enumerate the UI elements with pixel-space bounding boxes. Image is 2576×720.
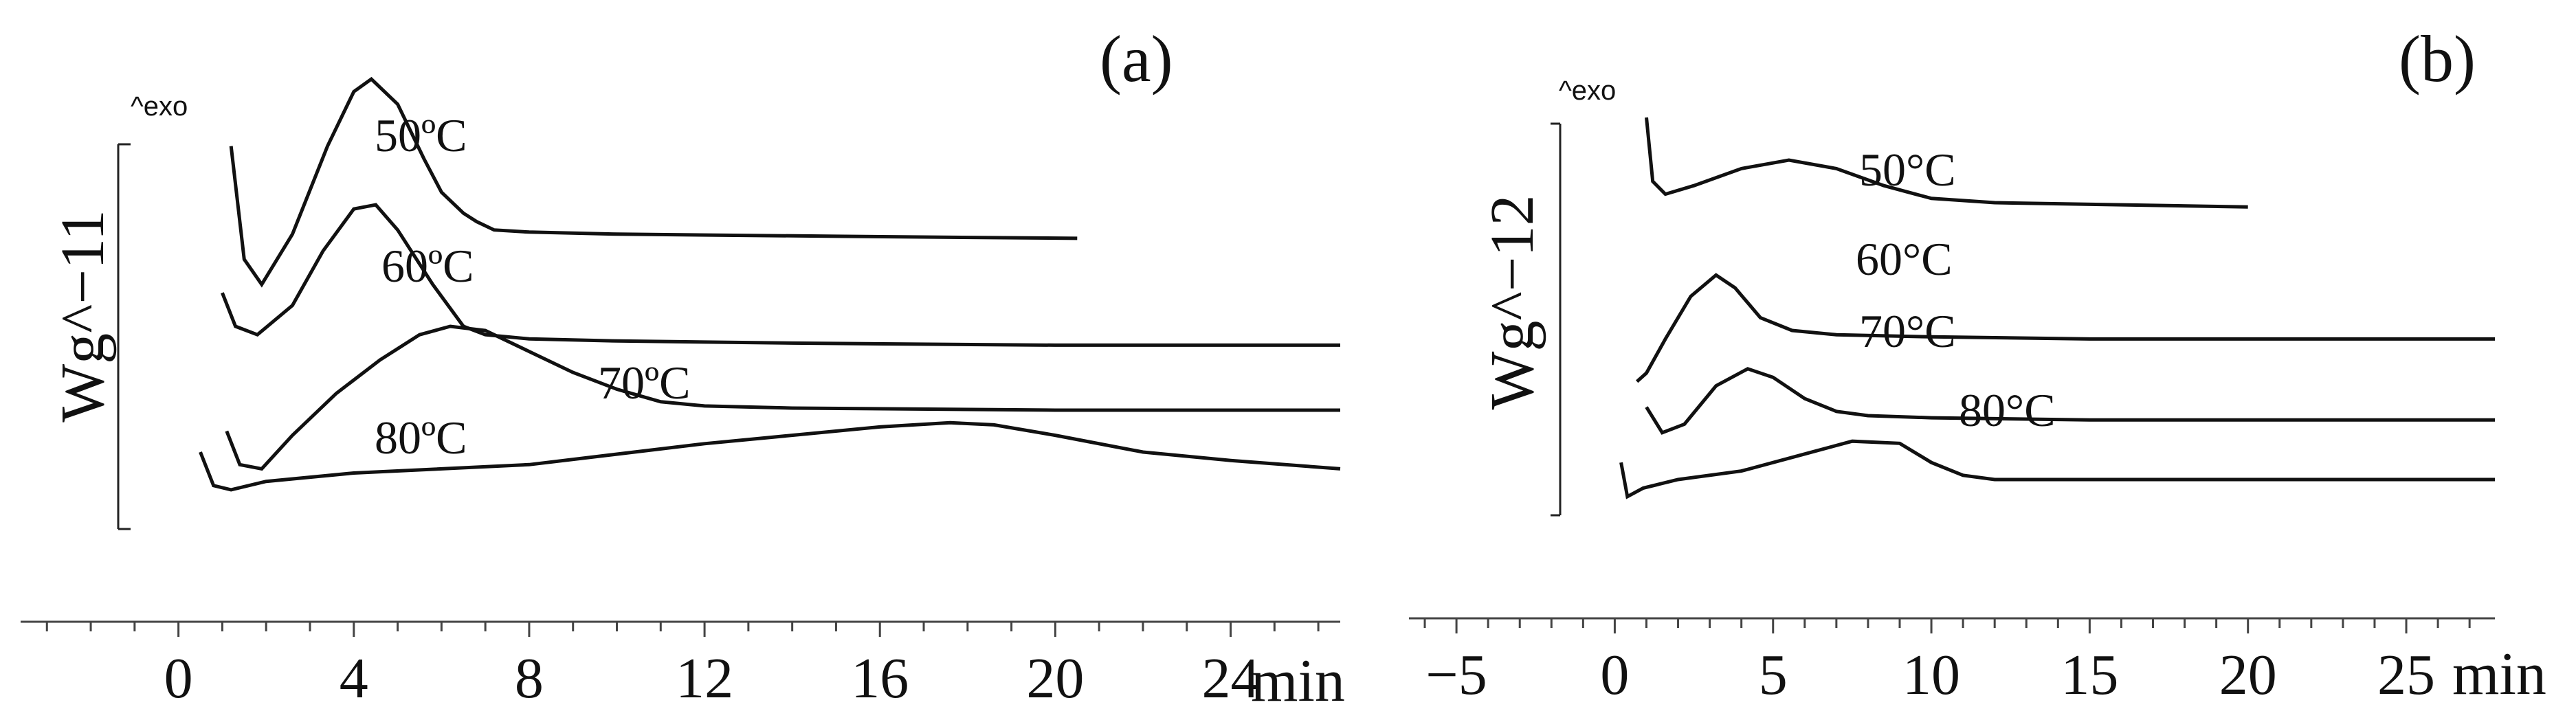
panel-b-label-80c: 80°C	[1959, 384, 2056, 436]
panel-a-x-ticks: 0 4 8 12 16 20 24	[45, 622, 1320, 710]
panel-b-curve-60c	[1636, 273, 2495, 383]
panel-b-x-axis: −5 0 5 10 15 20 25 min	[1409, 617, 2546, 708]
panel-a-tick-label: 24	[1202, 646, 1260, 710]
panel-b-tick-label: 20	[2219, 643, 2277, 707]
panel-a-label-60c: 60ºC	[381, 240, 474, 292]
panel-b-curve-70c	[1645, 367, 2495, 435]
panel-b-tick-label: 15	[2061, 643, 2118, 707]
panel-b-curve-80c	[1619, 439, 2495, 499]
panel-a-tick-label: 4	[340, 646, 368, 710]
panel-a-tick-label: 20	[1026, 646, 1084, 710]
panel-b-tick-label: 10	[1902, 643, 1960, 707]
panel-a-curve-80c	[199, 420, 1341, 492]
panel-b-x-ticks: −5 0 5 10 15 20 25	[1423, 618, 2471, 707]
panel-a: (a) ^exo Wg^−11 50ºC 60ºC 70ºC 80ºC 0 4 8 1…	[21, 22, 1345, 715]
panel-a-exo-label: ^exo	[131, 91, 188, 122]
panel-b-label-60c: 60°C	[1856, 233, 1953, 285]
panel-a-label-50c: 50ºC	[375, 109, 467, 161]
panel-a-label-80c: 80ºC	[375, 412, 467, 464]
panel-a-curve-50c	[229, 76, 1078, 288]
panel-b: (b) ^exo Wg^−12 50°C 60°C 70°C 80°C −5 0 5…	[1409, 22, 2546, 708]
panel-b-exo-label: ^exo	[1559, 76, 1616, 106]
panel-b-label-70c: 70°C	[1859, 305, 1956, 357]
panel-b-tick-label: 25	[2377, 643, 2435, 707]
panel-a-x-axis: 0 4 8 12 16 20 24 min	[21, 620, 1345, 715]
panel-b-tick-label: 0	[1600, 643, 1629, 707]
panel-b-curves	[1619, 117, 2495, 499]
panel-a-y-axis-label: Wg^−11	[49, 210, 117, 423]
panel-a-tick-label: 8	[515, 646, 544, 710]
panel-b-label-50c: 50°C	[1859, 144, 1956, 196]
panel-a-tick-label: 12	[676, 646, 733, 710]
panel-b-x-unit: min	[2452, 641, 2546, 708]
panel-b-y-axis-label: Wg^−12	[1478, 195, 1546, 410]
panel-a-x-unit: min	[1251, 648, 1345, 715]
panel-a-curves	[199, 76, 1341, 492]
panel-b-tick-label: 5	[1759, 643, 1788, 707]
panel-a-tick-label: 16	[851, 646, 909, 710]
panel-a-label: (a)	[1100, 22, 1173, 95]
panel-b-curve-labels: 50°C 60°C 70°C 80°C	[1856, 144, 2056, 436]
panel-b-label: (b)	[2399, 22, 2476, 95]
panel-a-curve-70c	[225, 324, 1340, 471]
panel-b-curve-50c	[1645, 117, 2248, 209]
panel-a-tick-label: 0	[164, 646, 193, 710]
panel-a-curve-60c	[221, 203, 1340, 347]
panel-a-curve-labels: 50ºC 60ºC 70ºC 80ºC	[375, 109, 690, 464]
panel-b-tick-label: −5	[1425, 643, 1487, 707]
panel-a-label-70c: 70ºC	[598, 357, 690, 409]
